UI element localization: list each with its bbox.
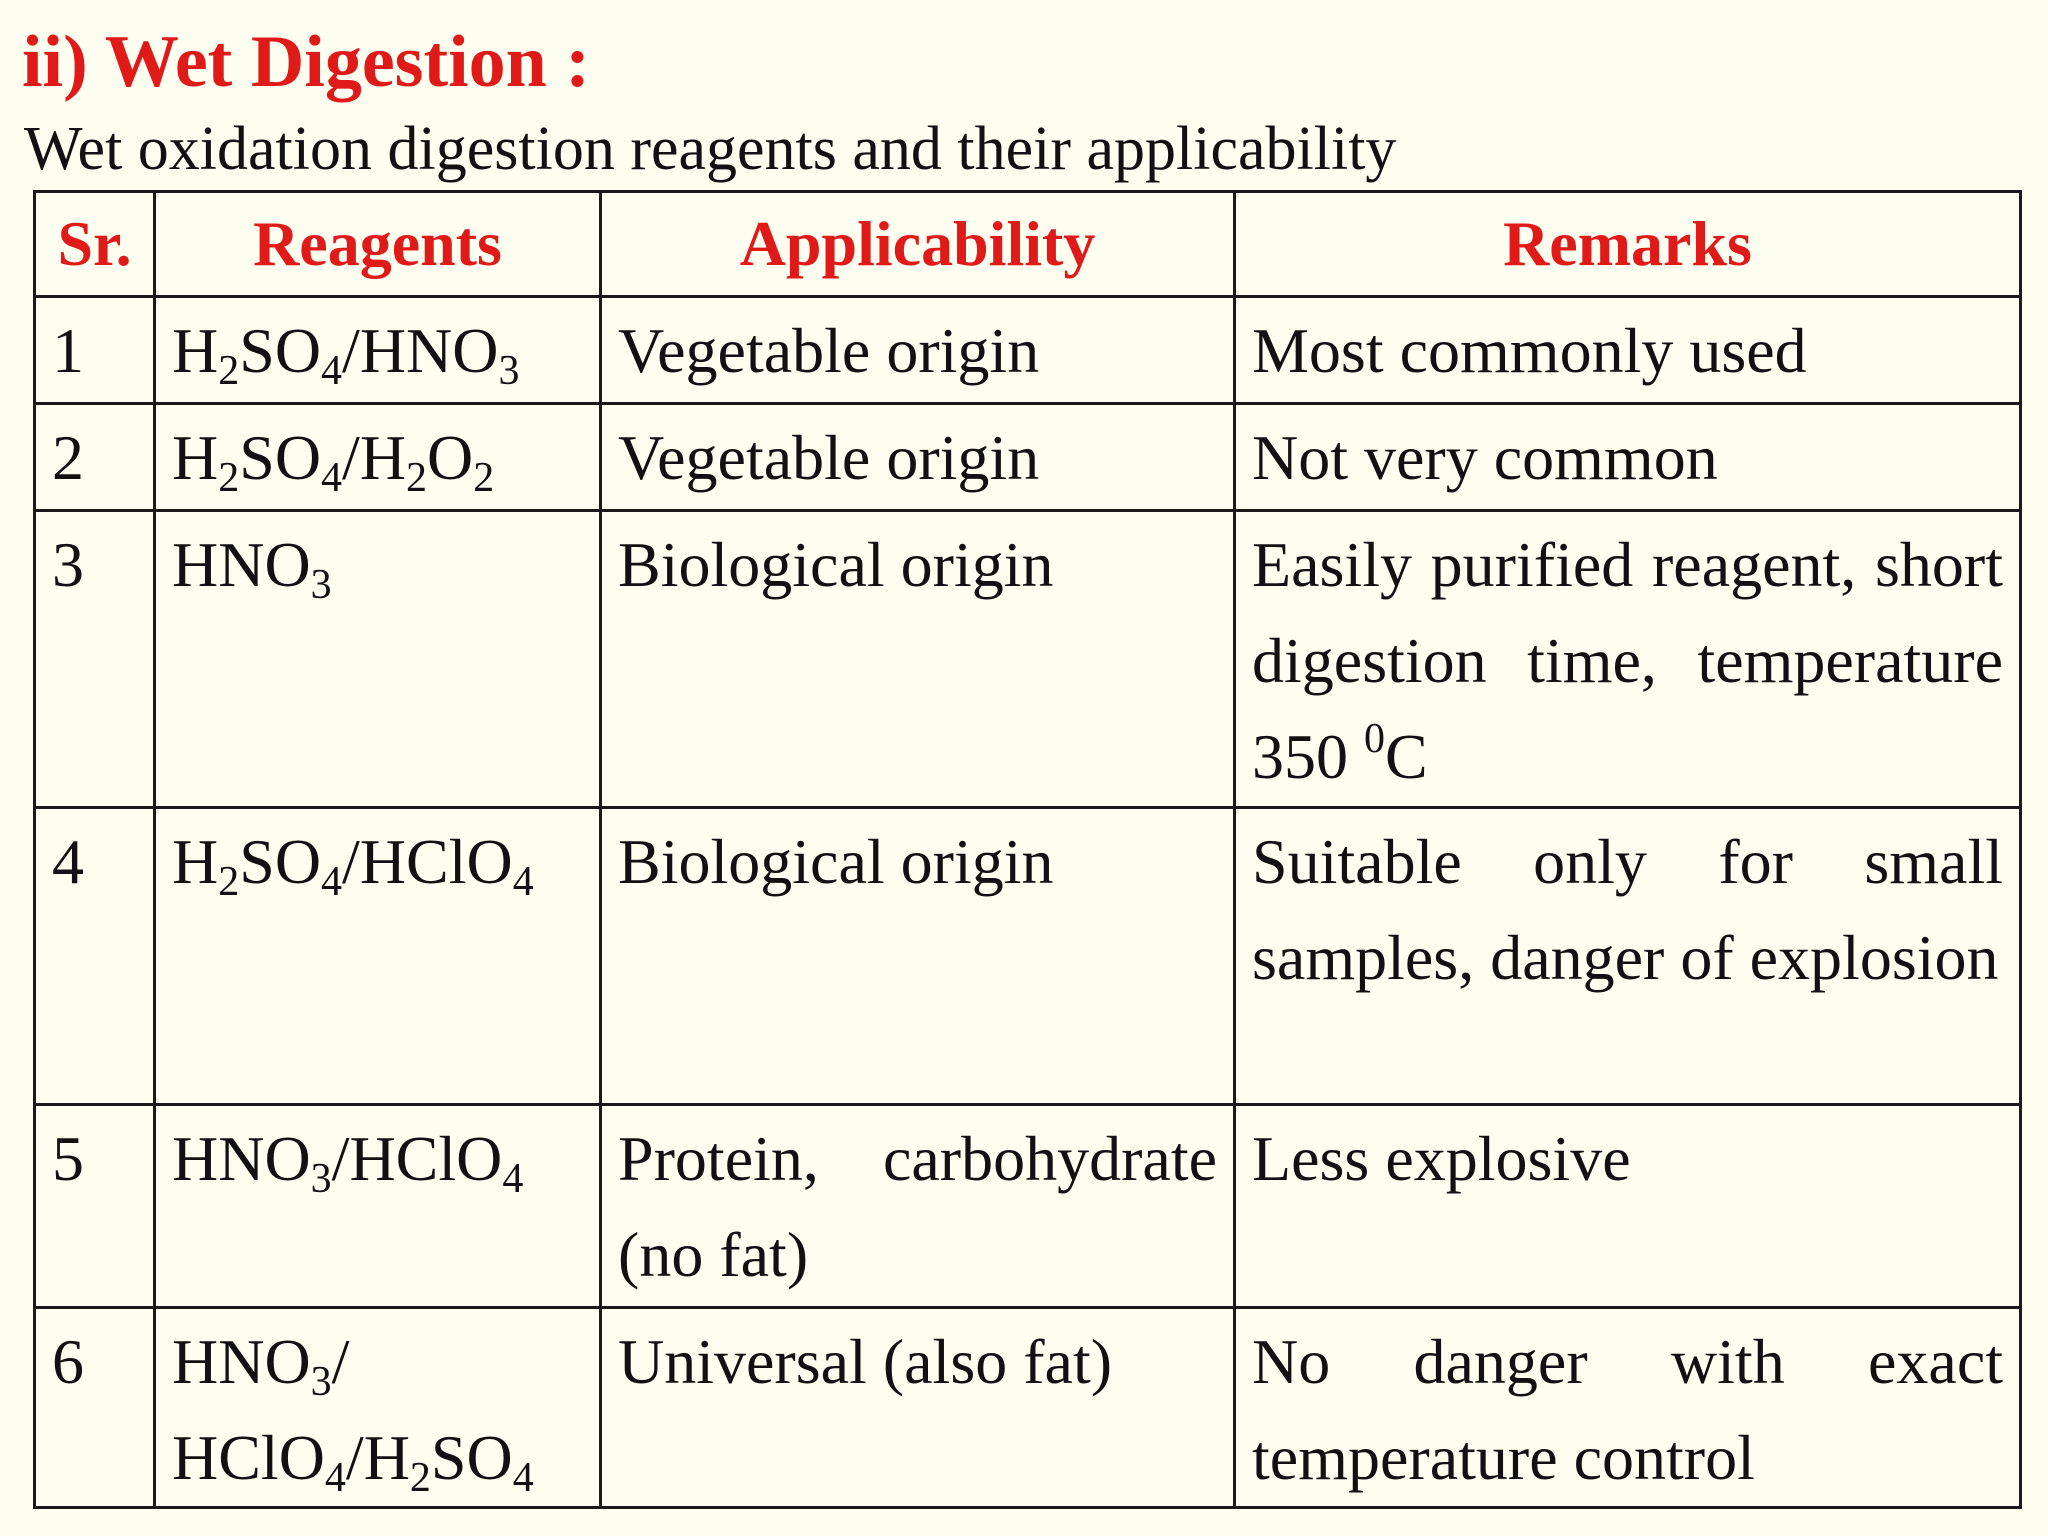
cell-applicability: Biological origin (599, 509, 1236, 809)
cell-reagent: H2SO4/HNO3 (153, 295, 602, 405)
cell-reagent: HNO3 (153, 509, 602, 809)
table-header-row: Sr. Reagents Applicability Remarks (33, 190, 2022, 298)
cell-reagent: HNO3/HClO4 (153, 1103, 602, 1309)
reagents-table: Sr. Reagents Applicability Remarks 1 H2S… (33, 190, 2022, 1509)
cell-applicability: Universal (also fat) (599, 1306, 1236, 1509)
cell-sr: 3 (33, 509, 156, 809)
header-remarks: Remarks (1233, 190, 2022, 298)
table-row: 4 H2SO4/HClO4 Biological origin Suitable… (33, 806, 2022, 1106)
cell-sr: 2 (33, 402, 156, 512)
cell-remarks: Easily purified reagent, short digestion… (1233, 509, 2022, 809)
cell-applicability: Protein, carbohydrate (no fat) (599, 1103, 1236, 1309)
header-reagents: Reagents (153, 190, 602, 298)
table-row: 3 HNO3 Biological origin Easily purified… (33, 509, 2022, 809)
cell-remarks: Most commonly used (1233, 295, 2022, 405)
cell-sr: 1 (33, 295, 156, 405)
cell-applicability: Vegetable origin (599, 402, 1236, 512)
header-sr: Sr. (33, 190, 156, 298)
cell-applicability: Biological origin (599, 806, 1236, 1106)
cell-remarks: Suitable only for small samples, danger … (1233, 806, 2022, 1106)
table-caption: Wet oxidation digestion reagents and the… (24, 115, 1397, 183)
table-row: 5 HNO3/HClO4 Protein, carbohydrate (no f… (33, 1103, 2022, 1309)
cell-reagent: H2SO4/HClO4 (153, 806, 602, 1106)
section-heading: ii) Wet Digestion : (22, 21, 590, 103)
cell-remarks: Not very common (1233, 402, 2022, 512)
cell-sr: 6 (33, 1306, 156, 1509)
cell-remarks: No danger with exact temperature control (1233, 1306, 2022, 1509)
cell-applicability: Vegetable origin (599, 295, 1236, 405)
table-row: 6 HNO3/HClO4/H2SO4 Universal (also fat) … (33, 1306, 2022, 1509)
cell-remarks: Less explosive (1233, 1103, 2022, 1309)
cell-reagent: HNO3/HClO4/H2SO4 (153, 1306, 602, 1509)
cell-sr: 4 (33, 806, 156, 1106)
header-applicability: Applicability (599, 190, 1236, 298)
cell-reagent: H2SO4/H2O2 (153, 402, 602, 512)
table-row: 2 H2SO4/H2O2 Vegetable origin Not very c… (33, 402, 2022, 512)
cell-sr: 5 (33, 1103, 156, 1309)
table-row: 1 H2SO4/HNO3 Vegetable origin Most commo… (33, 295, 2022, 405)
